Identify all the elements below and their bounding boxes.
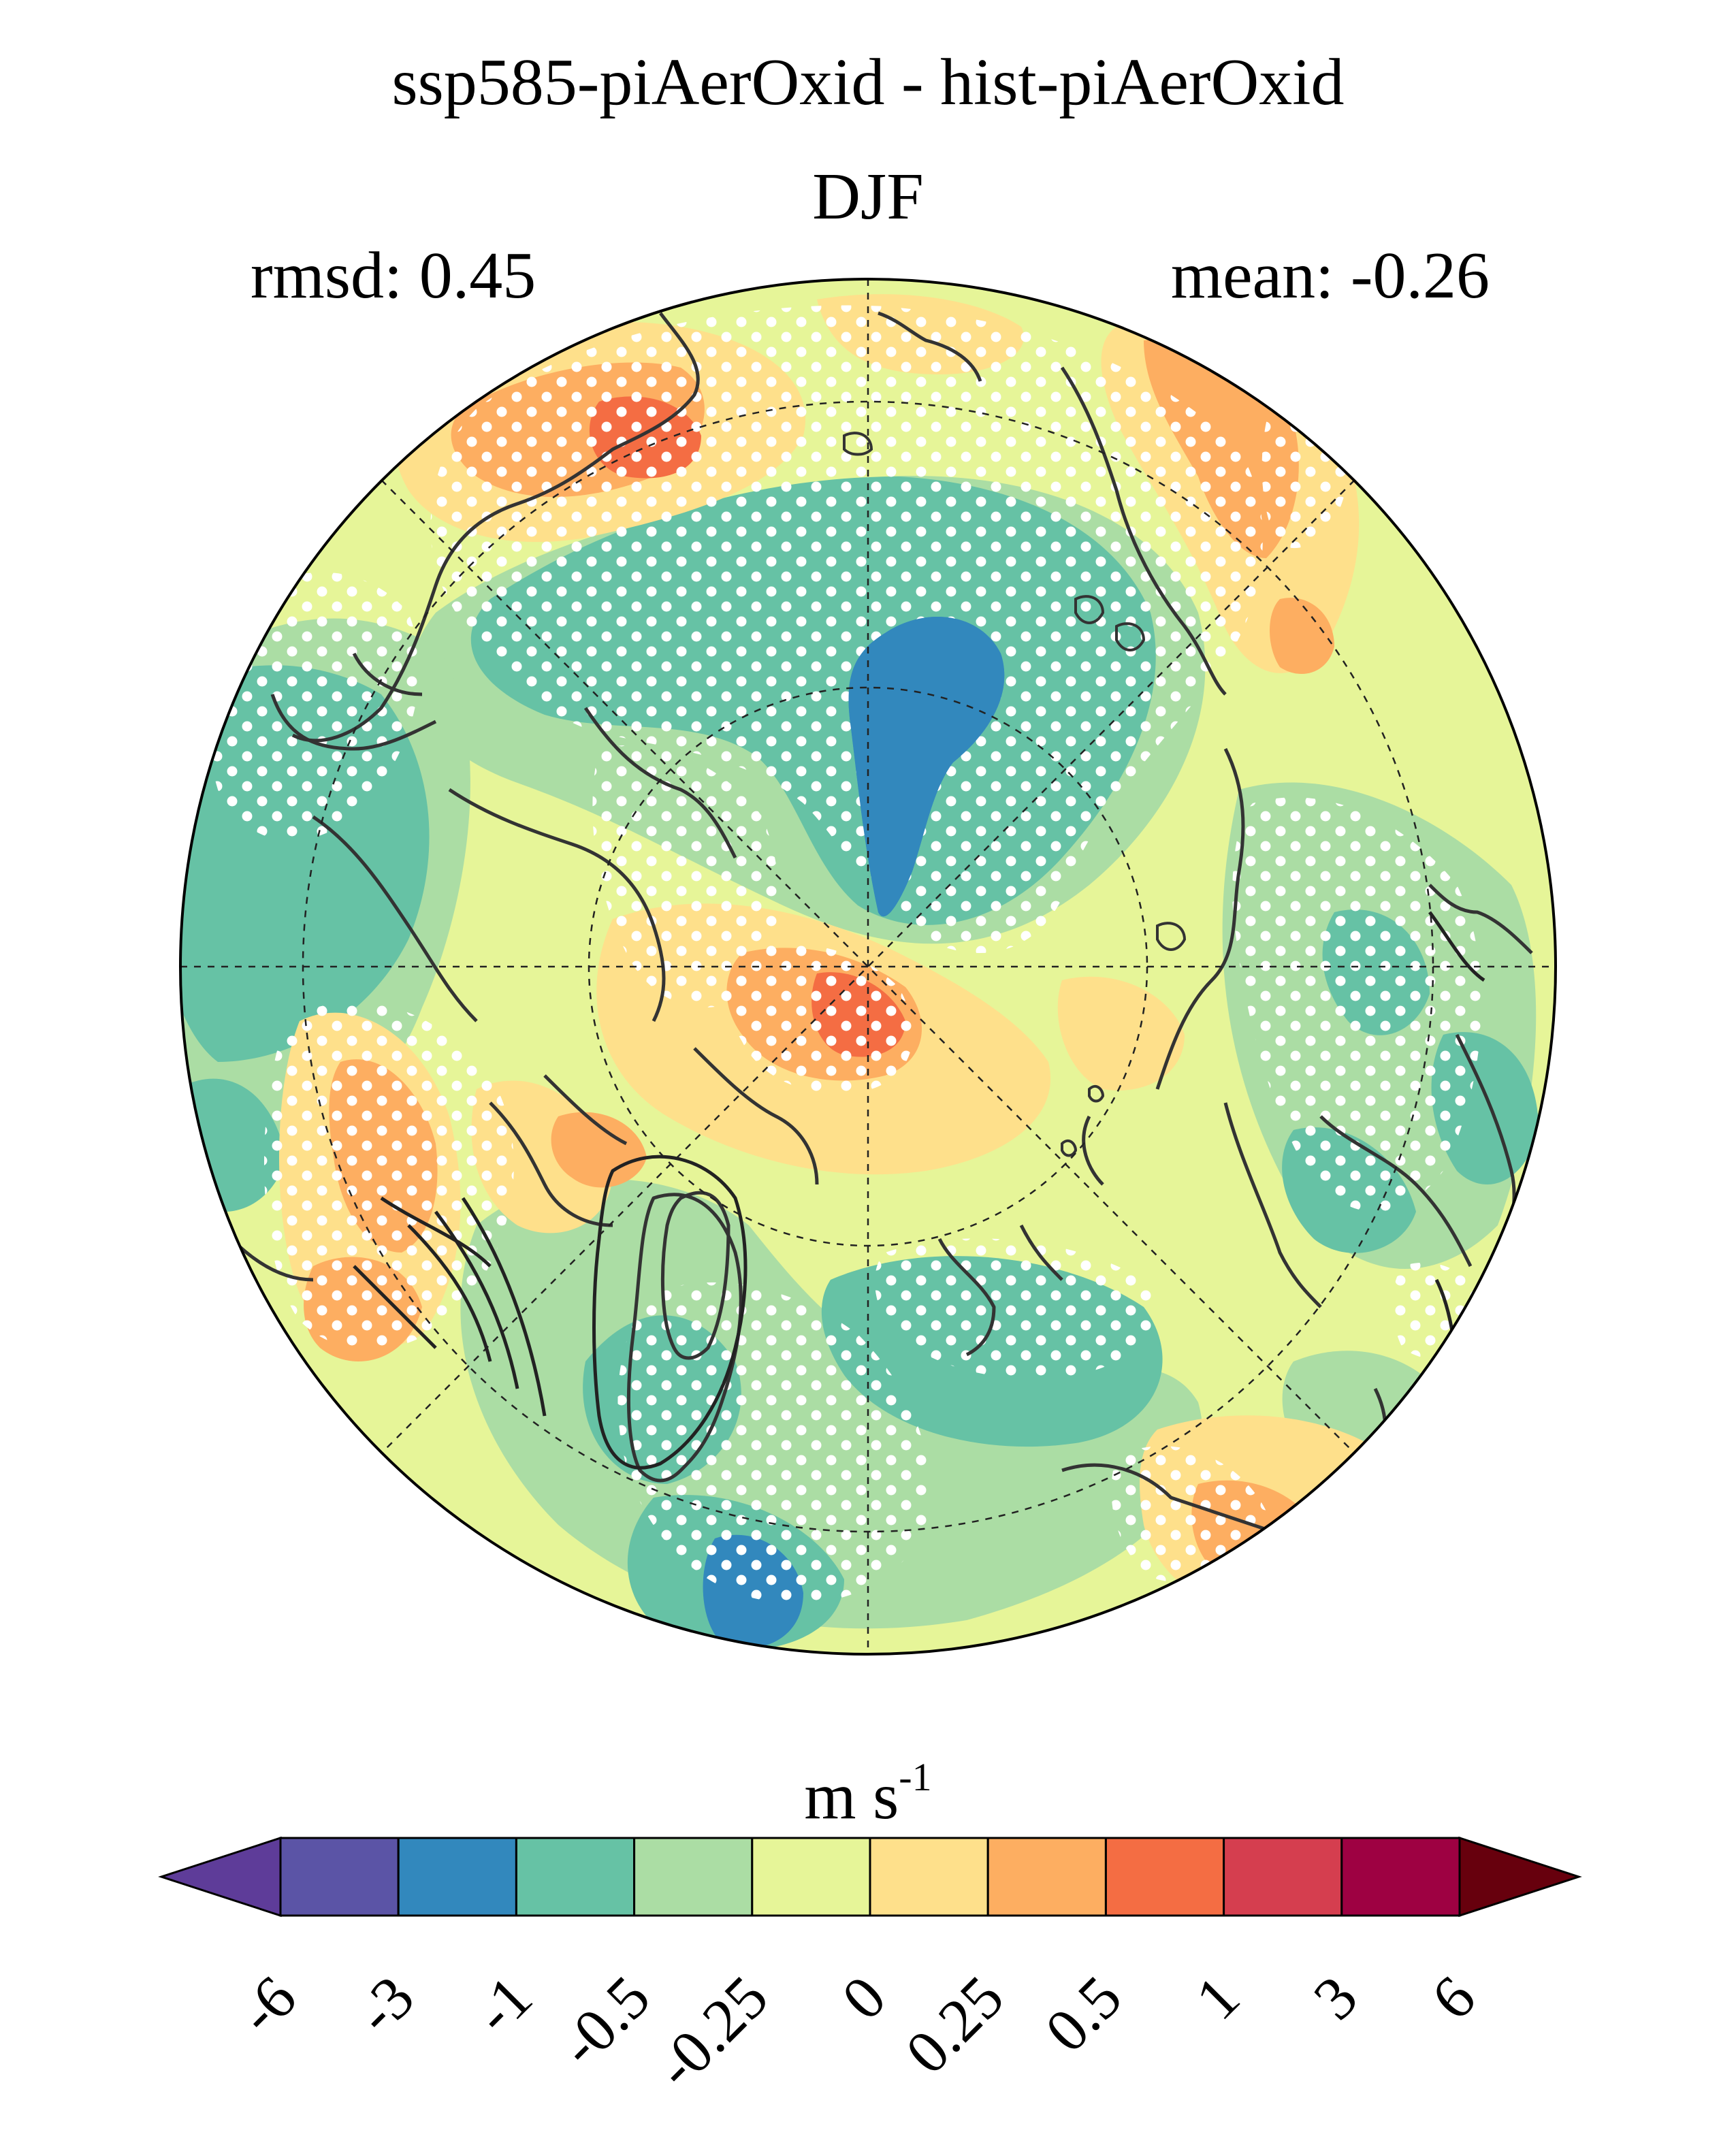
mean-label: mean: -0.26 (1170, 239, 1490, 312)
colorbar-swatch (869, 1837, 989, 1917)
colorbar-swatch (279, 1837, 400, 1917)
colorbar-swatch (397, 1837, 517, 1917)
significance-stippling (206, 305, 1484, 1604)
colorbar-swatch (1104, 1837, 1225, 1917)
colorbar-swatch (751, 1837, 871, 1917)
units-exponent: -1 (899, 1755, 932, 1799)
colorbar-tick-labels: -6 -3 -1 -0.5-0.25 00.25 0.5 1 3 6 (225, 1963, 1488, 2101)
island-outlines (843, 432, 1187, 1157)
colorbar-extend-max (1458, 1836, 1582, 1918)
colorbar-swatch (1340, 1837, 1461, 1917)
colorbar-swatch (986, 1837, 1107, 1917)
colorbar-swatches (158, 1836, 1582, 1918)
colorbar-units: m s-1 (0, 1758, 1736, 1833)
colorbar-tick-label: 6 (1419, 1963, 1488, 2033)
map-border (179, 278, 1557, 1656)
season-label: DJF (812, 160, 924, 233)
rmsd-label: rmsd: 0.45 (251, 239, 536, 312)
colorbar-tick-label: 0.25 (893, 1963, 1016, 2086)
colorbar-tick-label: -3 (343, 1963, 427, 2047)
colorbar-tick-label: 1 (1183, 1963, 1253, 2033)
coastlines (230, 311, 1533, 1543)
figure-title: ssp585-piAerOxid - hist-piAerOxid (391, 46, 1345, 119)
colorbar: -6 -3 -1 -0.5-0.25 00.25 0.5 1 3 6 (158, 1836, 1582, 2101)
units-base: m s (804, 1760, 899, 1833)
colorbar-tick-label: -1 (462, 1963, 545, 2047)
colorbar-tick-label: 0 (829, 1963, 899, 2033)
colorbar-swatch (633, 1837, 754, 1917)
colorbar-swatch (1223, 1837, 1343, 1917)
colorbar-extend-min (158, 1836, 282, 1918)
colorbar-tick-label: -0.5 (547, 1963, 663, 2080)
polar-map (179, 278, 1557, 1656)
colorbar-tick-label: -6 (225, 1963, 309, 2047)
colorbar-tick-label: 3 (1301, 1963, 1370, 2033)
blue-minimum-core (848, 617, 1005, 917)
colorbar-tick-label: -0.25 (643, 1963, 781, 2101)
colorbar-swatch (515, 1837, 636, 1917)
colorbar-tick-label: 0.5 (1033, 1963, 1135, 2065)
graticule (180, 279, 1556, 1654)
